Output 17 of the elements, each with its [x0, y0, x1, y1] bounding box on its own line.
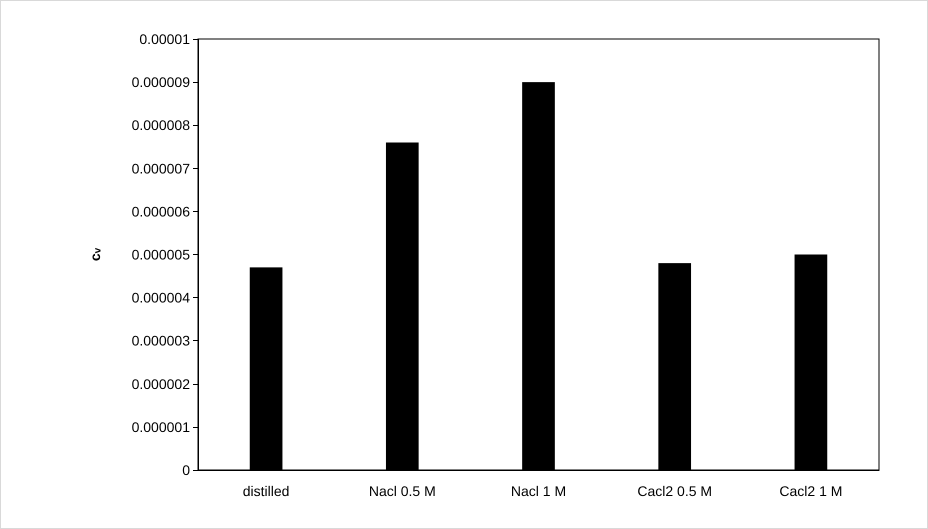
y-tick-label: 0: [182, 462, 190, 478]
y-tick-label: 0.000008: [132, 117, 190, 134]
y-tick-label: 0.000001: [132, 418, 190, 435]
y-axis-title: cv: [87, 247, 104, 262]
y-tick-label: 0.000005: [132, 246, 190, 262]
y-tick-label: 0.000006: [132, 203, 190, 220]
x-tick-label: Cacl2 1 M: [779, 483, 842, 499]
x-tick-label: Nacl 0.5 M: [368, 483, 436, 499]
y-tick-label: 0.000002: [132, 376, 190, 392]
y-tick-label: 0.000004: [132, 290, 190, 306]
x-tick-label: distilled: [242, 483, 290, 499]
y-tick-label: 0.000007: [132, 160, 190, 176]
x-tick-label: Nacl 1 M: [510, 483, 566, 499]
y-tick-label: 0.00001: [139, 31, 190, 47]
y-tick-label: 0.000003: [132, 332, 190, 349]
x-tick-label: Cacl2 0.5 M: [637, 483, 712, 499]
y-tick-label: 0.000009: [132, 74, 190, 90]
